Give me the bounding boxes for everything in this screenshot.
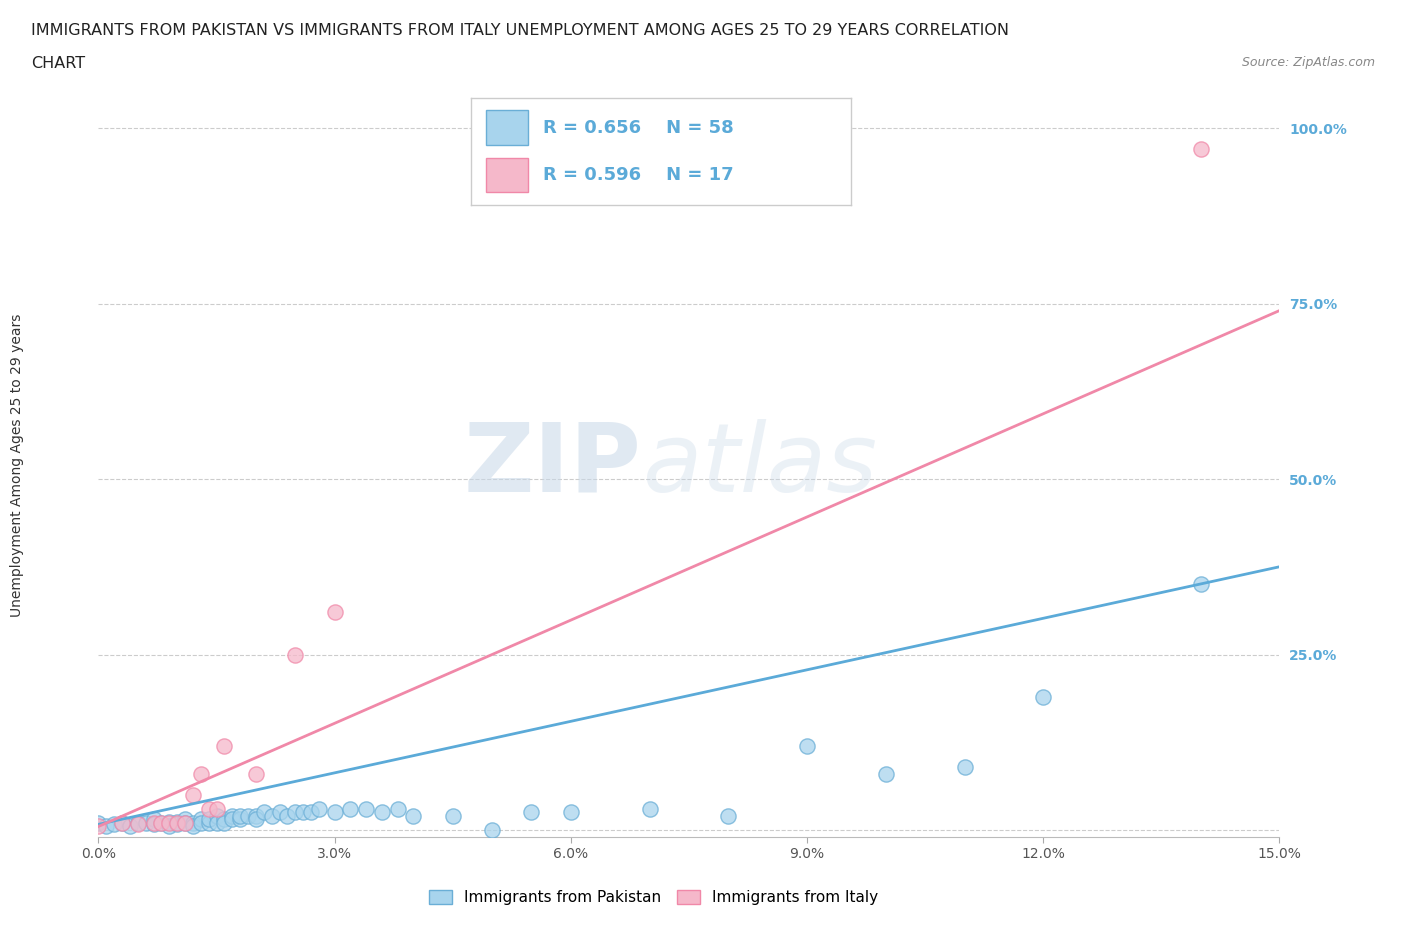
Point — [387, 802, 409, 817]
Point — [150, 816, 173, 830]
Point — [520, 805, 543, 820]
Text: R = 0.656    N = 58: R = 0.656 N = 58 — [543, 119, 734, 137]
Point — [142, 816, 165, 830]
Point — [190, 766, 212, 781]
Point — [174, 812, 197, 827]
Point — [1189, 577, 1212, 591]
Point — [190, 816, 212, 830]
Point — [229, 808, 252, 823]
Point — [197, 812, 219, 827]
Point — [308, 802, 330, 817]
Point — [174, 816, 197, 830]
Point — [276, 808, 298, 823]
Point — [150, 816, 173, 830]
Legend: Immigrants from Pakistan, Immigrants from Italy: Immigrants from Pakistan, Immigrants fro… — [423, 884, 884, 911]
Point — [127, 816, 149, 830]
Text: CHART: CHART — [31, 56, 84, 71]
Point — [205, 802, 228, 817]
Point — [157, 819, 180, 834]
Point — [221, 808, 243, 823]
Point — [441, 808, 464, 823]
Point — [197, 816, 219, 830]
Text: atlas: atlas — [641, 418, 877, 512]
Point — [284, 805, 307, 820]
Text: Unemployment Among Ages 25 to 29 years: Unemployment Among Ages 25 to 29 years — [10, 313, 24, 617]
Point — [181, 816, 204, 830]
Point — [111, 816, 134, 830]
Point — [181, 819, 204, 834]
Point — [371, 805, 394, 820]
Point — [229, 812, 252, 827]
Point — [142, 817, 165, 831]
Point — [481, 822, 503, 837]
Point — [260, 808, 283, 823]
Point — [214, 812, 236, 827]
Text: IMMIGRANTS FROM PAKISTAN VS IMMIGRANTS FROM ITALY UNEMPLOYMENT AMONG AGES 25 TO : IMMIGRANTS FROM PAKISTAN VS IMMIGRANTS F… — [31, 23, 1010, 38]
Point — [197, 802, 219, 817]
Point — [157, 814, 180, 829]
Point — [190, 812, 212, 827]
Point — [875, 766, 897, 781]
Point — [174, 816, 197, 830]
Point — [560, 805, 582, 820]
FancyBboxPatch shape — [486, 111, 529, 145]
Point — [111, 816, 134, 830]
Point — [135, 816, 157, 830]
Point — [96, 819, 118, 834]
Point — [214, 738, 236, 753]
Point — [402, 808, 425, 823]
Point — [166, 814, 188, 829]
Point — [236, 808, 259, 823]
Point — [339, 802, 361, 817]
Point — [299, 805, 322, 820]
Point — [87, 819, 110, 834]
Text: Source: ZipAtlas.com: Source: ZipAtlas.com — [1241, 56, 1375, 69]
Point — [214, 816, 236, 830]
Point — [323, 604, 346, 619]
Point — [1032, 689, 1054, 704]
Point — [205, 808, 228, 823]
Point — [127, 817, 149, 831]
Point — [638, 802, 661, 817]
FancyBboxPatch shape — [486, 157, 529, 192]
Text: R = 0.596    N = 17: R = 0.596 N = 17 — [543, 166, 734, 183]
Point — [205, 816, 228, 830]
Point — [221, 812, 243, 827]
Point — [142, 812, 165, 827]
Point — [103, 817, 125, 831]
Point — [796, 738, 818, 753]
Point — [284, 647, 307, 662]
Point — [245, 808, 267, 823]
Point — [166, 817, 188, 831]
Point — [1189, 141, 1212, 156]
Point — [354, 802, 377, 817]
Point — [253, 805, 276, 820]
Point — [953, 760, 976, 775]
Point — [118, 819, 141, 834]
Point — [292, 805, 315, 820]
Point — [87, 816, 110, 830]
Point — [245, 766, 267, 781]
Point — [181, 788, 204, 803]
Point — [157, 816, 180, 830]
Point — [323, 805, 346, 820]
Point — [166, 816, 188, 830]
Point — [269, 805, 291, 820]
Point — [245, 812, 267, 827]
Point — [717, 808, 740, 823]
Text: ZIP: ZIP — [464, 418, 641, 512]
